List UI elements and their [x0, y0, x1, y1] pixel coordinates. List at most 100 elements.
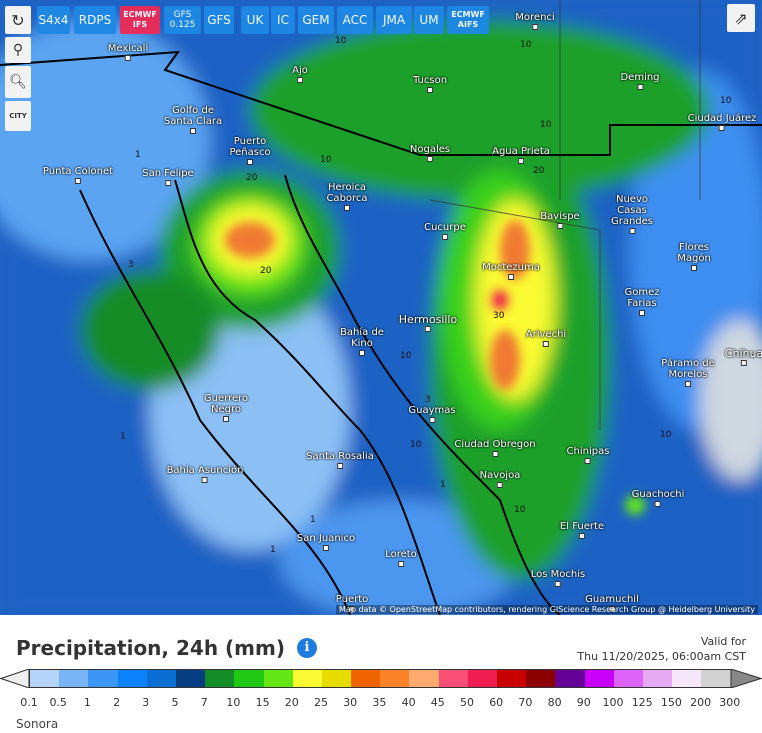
legend-value: 45 [430, 696, 445, 709]
location-button[interactable]: ⚲ [5, 37, 31, 63]
share-button[interactable]: ⇗ [727, 4, 755, 32]
region-name: Sonora [16, 717, 59, 731]
legend-value: 2 [113, 696, 121, 709]
legend-swatch [175, 670, 206, 687]
legend-value: 1 [83, 696, 91, 709]
legend-value: 300 [719, 696, 741, 709]
city-label: Nuevo Casas Grandes [610, 194, 655, 234]
city-label: Nogales [410, 144, 450, 162]
contour-label: 1 [270, 545, 276, 555]
legend-value: 80 [547, 696, 562, 709]
legend-swatch [409, 670, 439, 687]
city-label: Chihua [725, 348, 762, 366]
contour-label: 20 [260, 266, 272, 276]
city-label: Heroica Caborca [322, 182, 372, 211]
legend-value: 20 [284, 696, 299, 709]
zoom-button[interactable]: 🔍︎ [5, 66, 31, 98]
model-button-ecmwf-aifs[interactable]: ECMWF AIFS [447, 6, 489, 34]
model-button-gfs[interactable]: GFS [204, 6, 234, 34]
legend-swatch [146, 670, 176, 687]
city-label: Guerrero Negro [201, 393, 251, 422]
city-label: Puerto [336, 594, 369, 612]
legend-right-arrow [730, 669, 762, 688]
legend-swatch [88, 670, 118, 687]
legend-value: 100 [602, 696, 624, 709]
city-label: Punta Colonet [43, 166, 113, 184]
legend-value: 30 [343, 696, 358, 709]
city-label: Tucson [413, 75, 447, 93]
weather-map[interactable]: Mexicali Morenci Ajo Tucson Deming Ciuda… [0, 0, 762, 615]
city-label: Mexicali [108, 43, 148, 61]
city-label: Los Mochis [531, 569, 585, 587]
city-label: Golfo de Santa Clara [163, 105, 223, 134]
city-label: Guachochi [632, 489, 685, 507]
legend-swatch [292, 670, 322, 687]
contour-label: 10 [720, 96, 732, 106]
legend-value: 7 [200, 696, 208, 709]
contour-label: 20 [533, 166, 545, 176]
city-label: Moctezuma [482, 262, 540, 280]
legend-value: 25 [314, 696, 328, 709]
model-button-rdps[interactable]: RDPS [74, 6, 116, 34]
legend-swatch [701, 670, 731, 687]
city-label: Bahía Asunción [167, 465, 244, 483]
model-button-ic[interactable]: IC [271, 6, 295, 34]
zoom-icon: 🔍︎ [9, 74, 27, 90]
model-button-s4x4[interactable]: S4x4 [37, 6, 70, 34]
info-icon[interactable]: i [297, 638, 317, 658]
legend-swatch [205, 670, 235, 687]
legend-title: Precipitation, 24h (mm) [16, 636, 285, 660]
share-icon: ⇗ [734, 8, 748, 28]
city-label: Gomez Farias [622, 287, 662, 316]
legend-swatch [321, 670, 352, 687]
city-label: El Fuerte [560, 521, 604, 539]
model-button-ecmwf-ifs[interactable]: ECMWF IFS [120, 6, 160, 34]
legend-swatch [497, 670, 527, 687]
precipitation-layer [0, 0, 762, 615]
legend-value: 150 [660, 696, 682, 709]
legend-value: 5 [171, 696, 179, 709]
refresh-button[interactable]: ↻ [5, 6, 31, 34]
city-label: San Felipe [142, 168, 193, 186]
legend-colorbar [29, 669, 732, 688]
model-button-uk[interactable]: UK [241, 6, 269, 34]
legend-value: 60 [489, 696, 504, 709]
legend-swatch [234, 670, 264, 687]
city-label: Loreto [385, 549, 417, 567]
contour-label: 20 [246, 173, 258, 183]
contour-label: 10 [540, 120, 552, 130]
city-label: Ajo [292, 65, 308, 83]
legend-swatch [380, 670, 410, 687]
model-button-gem[interactable]: GEM [298, 6, 334, 34]
legend-value: 125 [631, 696, 653, 709]
contour-label: 30 [493, 311, 505, 321]
city-label: Páramo de Morelos [658, 358, 718, 387]
map-pin-icon: ⚲ [12, 42, 24, 58]
legend-value: 50 [460, 696, 474, 709]
city-label: Flores Magón [674, 242, 714, 271]
legend-value: 200 [690, 696, 712, 709]
valid-time: Valid for Thu 11/20/2025, 06:00am CST [577, 635, 746, 663]
model-button-gfs-0125[interactable]: GFS 0.125 [164, 6, 201, 34]
legend-left-arrow [0, 669, 30, 688]
city-label: Agua Prieta [492, 146, 550, 164]
city-label: Santa Rosalia [306, 451, 374, 469]
legend-value: 90 [576, 696, 591, 709]
legend-swatch [351, 670, 381, 687]
refresh-icon: ↻ [11, 10, 25, 30]
legend-value: 40 [401, 696, 416, 709]
model-button-acc[interactable]: ACC [337, 6, 373, 34]
contour-label: 10 [400, 351, 412, 361]
legend-value: 70 [518, 696, 533, 709]
model-button-um[interactable]: UM [414, 6, 444, 34]
legend-swatch [672, 670, 702, 687]
model-button-jma[interactable]: JMA [376, 6, 412, 34]
city-toggle-button[interactable]: CITY [5, 101, 31, 131]
legend-value: 15 [255, 696, 270, 709]
city-label: Cucurpe [424, 222, 466, 240]
contour-label: 10 [320, 155, 332, 165]
city-label: Ciudad Juárez [688, 113, 757, 131]
city-label: Morenci [515, 12, 554, 30]
contour-label: 10 [514, 505, 526, 515]
legend-swatch [555, 670, 585, 687]
